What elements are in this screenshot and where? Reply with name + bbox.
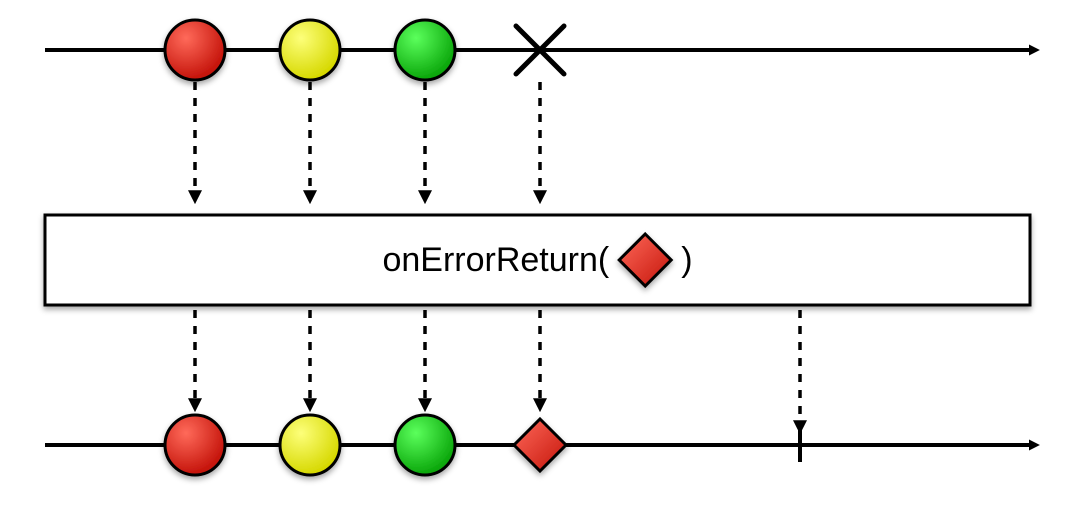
source-marble-0 xyxy=(165,20,225,80)
source-marble-1 xyxy=(280,20,340,80)
operator-label-before: onErrorReturn( xyxy=(382,241,609,279)
result-marble-2 xyxy=(395,415,455,475)
operator-label: onErrorReturn() xyxy=(382,234,692,286)
result-marble-1 xyxy=(280,415,340,475)
operator-label-after: ) xyxy=(681,241,692,279)
source-marble-2 xyxy=(395,20,455,80)
result-marble-0 xyxy=(165,415,225,475)
result-diamond xyxy=(514,419,566,471)
